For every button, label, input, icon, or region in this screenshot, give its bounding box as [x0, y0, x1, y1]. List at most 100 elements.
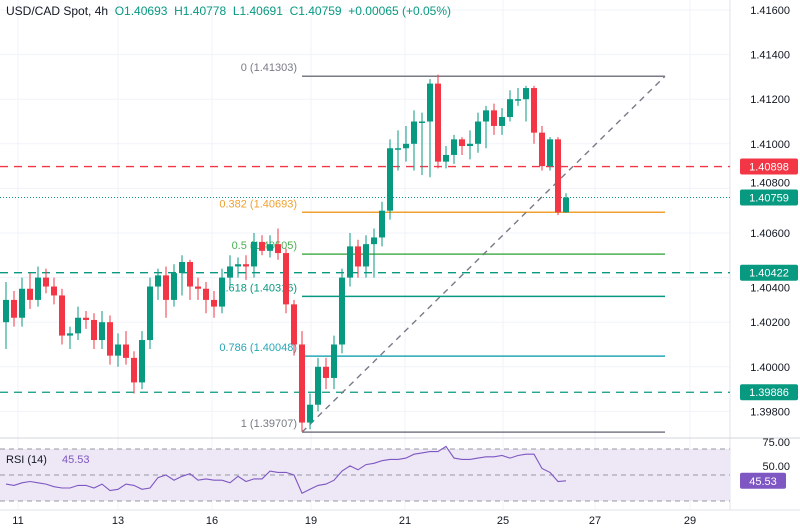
- candle-bullish: [395, 148, 401, 150]
- candle-bearish: [555, 139, 561, 213]
- ohlc-change: +0.00065 (+0.05%): [348, 4, 452, 18]
- time-tick-label: 25: [497, 515, 509, 527]
- level-price-badge: [740, 158, 798, 175]
- candle-bullish: [139, 340, 145, 383]
- price-tick-label: 1.41000: [750, 139, 790, 151]
- time-tick-label: 27: [589, 515, 601, 527]
- candle-bullish: [387, 148, 393, 211]
- candle-bullish: [371, 237, 377, 245]
- candle-bearish: [91, 319, 97, 341]
- candle-bullish: [227, 266, 233, 278]
- candle-bullish: [507, 99, 513, 118]
- ohlc-open: O1.40693: [114, 4, 168, 18]
- level-price-badge-label: 1.40898: [749, 162, 789, 174]
- candle-bullish: [403, 143, 409, 149]
- candle-bearish: [323, 366, 329, 378]
- last-price-badge-label: 1.40759: [749, 193, 789, 205]
- candle-bearish: [259, 241, 265, 251]
- candle-bullish: [379, 210, 385, 238]
- candle-bullish: [171, 273, 177, 300]
- candle-bearish: [123, 344, 129, 358]
- price-tick-label: 1.41600: [750, 5, 790, 17]
- rsi-label: RSI (14): [6, 454, 47, 466]
- rsi-tick-label: 75.00: [762, 437, 790, 449]
- candle-bullish: [315, 366, 321, 405]
- candle-bullish: [523, 88, 529, 100]
- fib-level-label: 1 (1.39707): [241, 418, 297, 430]
- fib-trend-line: [301, 75, 666, 433]
- candle-bearish: [211, 299, 217, 307]
- ohlc-high: H1.40778: [174, 4, 227, 18]
- candle-bearish: [355, 246, 361, 267]
- chart-header: USD/CAD Spot, 4h O1.40693 H1.40778 L1.40…: [6, 4, 451, 18]
- candle-bearish: [131, 357, 137, 383]
- candle-bullish: [267, 244, 273, 251]
- candle-bullish: [499, 117, 505, 126]
- fib-level-label: 0.618 (1.40316): [219, 282, 297, 294]
- rsi-value-badge: [740, 472, 786, 489]
- candle-bearish: [187, 261, 193, 287]
- candle-bullish: [347, 246, 353, 278]
- candle-bearish: [435, 83, 441, 162]
- price-tick-label: 1.41400: [750, 50, 790, 62]
- candle-bearish: [203, 288, 209, 300]
- price-tick-label: 1.40000: [750, 362, 790, 374]
- candle-bullish: [331, 344, 337, 378]
- candle-bearish: [531, 88, 537, 133]
- candle-bullish: [339, 277, 345, 345]
- candle-bullish: [99, 322, 105, 341]
- candle-bullish: [19, 288, 25, 318]
- candle-bearish: [275, 244, 281, 254]
- fib-level-label: 0 (1.41303): [241, 62, 297, 74]
- candle-bullish: [411, 121, 417, 144]
- candle-bullish: [155, 275, 161, 287]
- time-tick-label: 11: [12, 515, 23, 527]
- candle-bullish: [515, 99, 521, 101]
- candle-bullish: [307, 404, 313, 423]
- candle-bullish: [219, 277, 225, 307]
- rsi-tick-label: 50.00: [762, 461, 790, 473]
- ohlc-close: C1.40759: [289, 4, 342, 18]
- candle-bearish: [11, 299, 17, 318]
- candle-bearish: [51, 286, 57, 296]
- candle-bearish: [243, 264, 249, 267]
- candle-bearish: [491, 110, 497, 126]
- candle-bullish: [235, 264, 241, 267]
- candle-bearish: [459, 139, 465, 147]
- price-tick-label: 1.40200: [750, 317, 790, 329]
- candle-bearish: [59, 295, 65, 336]
- price-tick-label: 1.40600: [750, 228, 790, 240]
- candle-bearish: [291, 304, 297, 345]
- candle-bullish: [419, 121, 425, 123]
- candle-bearish: [163, 275, 169, 300]
- candle-bearish: [195, 286, 201, 289]
- candle-bearish: [539, 132, 545, 167]
- candle-bullish: [363, 244, 369, 267]
- candle-bearish: [299, 344, 305, 423]
- price-tick-label: 1.40400: [750, 283, 790, 295]
- candle-bullish: [147, 286, 153, 341]
- price-tick-label: 1.40800: [750, 178, 790, 190]
- candle-bullish: [443, 154, 449, 162]
- candle-bearish: [27, 288, 33, 300]
- level-price-badge-label: 1.39886: [749, 387, 789, 399]
- level-price-badge-label: 1.40422: [749, 268, 789, 280]
- time-tick-label: 16: [206, 515, 218, 527]
- candle-bullish: [179, 261, 185, 274]
- last-price-badge: [740, 189, 798, 206]
- level-price-badge: [740, 264, 798, 281]
- candle-bullish: [467, 143, 473, 147]
- candle-bullish: [475, 121, 481, 144]
- candle-bullish: [75, 317, 81, 334]
- candle-bullish: [251, 241, 257, 267]
- time-tick-label: 13: [112, 515, 124, 527]
- candle-bearish: [83, 317, 89, 320]
- level-price-badge: [740, 384, 798, 401]
- candle-bullish: [563, 197, 569, 213]
- candle-bullish: [427, 83, 433, 122]
- price-tick-label: 1.41200: [750, 94, 790, 106]
- price-tick-label: 1.39800: [750, 406, 790, 418]
- rsi-value: 45.53: [62, 454, 90, 466]
